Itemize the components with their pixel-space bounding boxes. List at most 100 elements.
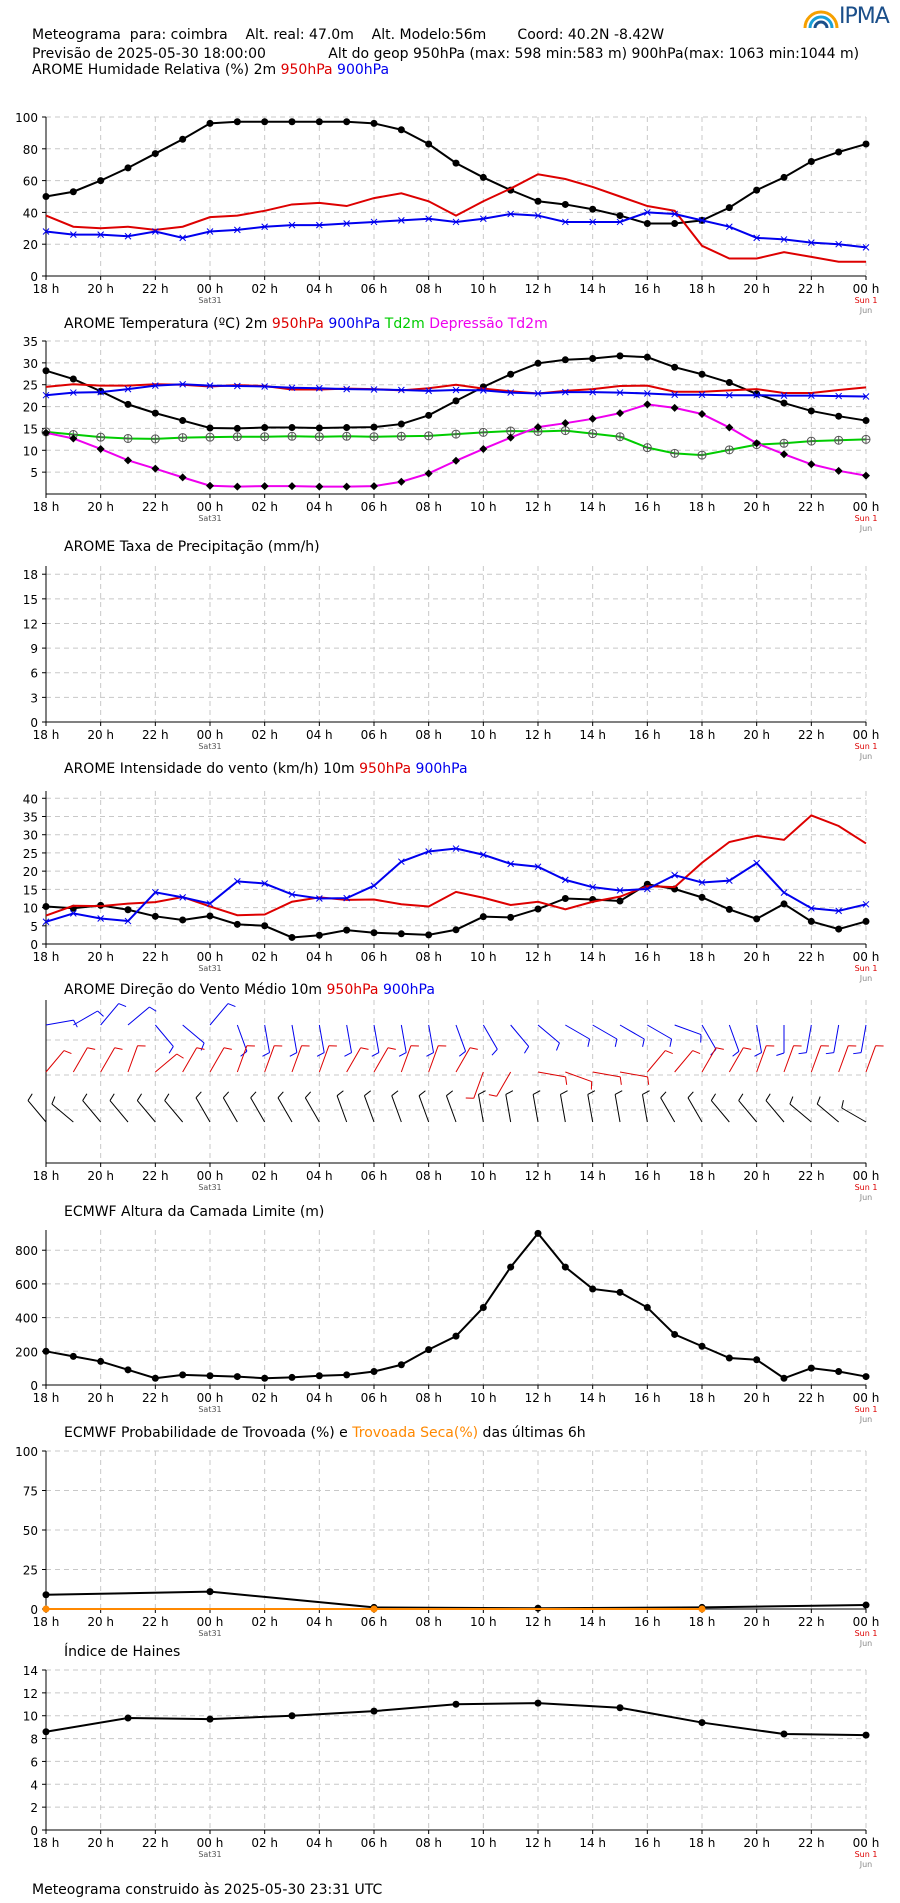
data-point (507, 913, 515, 921)
data-point (397, 930, 405, 938)
wind-barb-flag (118, 1003, 127, 1008)
wind-barb-flag (743, 1047, 752, 1050)
panel-7: Índice de Haines 0 2 4 6 8 10 12 14 18 h 20 h 22 h 0… (23, 1643, 880, 1869)
x-tick-label: 00 h (853, 950, 880, 964)
x-tick-label: 04 h (306, 282, 333, 296)
data-point (97, 1357, 105, 1365)
data-point (725, 391, 733, 399)
data-point (862, 1373, 870, 1381)
x-tick-label: 20 h (87, 728, 114, 742)
wind-barb (82, 1100, 102, 1123)
wind-barb (592, 1071, 621, 1078)
data-point (233, 118, 241, 126)
data-point (862, 393, 870, 400)
series-line (45, 211, 867, 249)
wind-barb-flag (647, 1076, 650, 1085)
data-point (534, 1699, 542, 1707)
wind-barb-flag (168, 1046, 174, 1054)
data-point (643, 1304, 651, 1311)
data-point (807, 407, 815, 415)
data-point (698, 879, 706, 886)
x-sub-jun: Jun (859, 1639, 873, 1648)
title-part: das últimas 6h (478, 1425, 586, 1441)
wind-barb (619, 1024, 645, 1040)
data-point (397, 477, 406, 486)
x-tick-label: 20 h (743, 1169, 770, 1183)
x-tick-label: 04 h (306, 1391, 333, 1405)
x-tick-label: 12 h (525, 1169, 552, 1183)
title-part: 950hPa (327, 982, 379, 998)
y-tick-label: 0 (30, 938, 38, 952)
header-line-1: Meteograma para: coimbra Alt. real: 47.0… (32, 27, 665, 43)
wind-barb (318, 1024, 325, 1053)
panel-title: AROME Temperatura (ºC) 2m 950hPa 900hPa … (64, 316, 548, 332)
data-point (452, 926, 460, 934)
data-point (206, 912, 214, 920)
wind-barb (841, 1107, 867, 1123)
data-point (397, 126, 405, 134)
data-point (780, 1730, 788, 1738)
wind-barb (336, 1095, 348, 1123)
data-point (835, 925, 843, 933)
x-sub-sat: Sat31 (198, 296, 221, 305)
data-point (616, 389, 624, 396)
data-point (698, 893, 706, 901)
wind-barb-flag (738, 1093, 744, 1101)
data-point (753, 859, 761, 867)
data-point (124, 164, 132, 172)
data-point (671, 210, 679, 218)
y-tick-label: 35 (23, 811, 38, 825)
x-tick-label: 22 h (798, 1169, 825, 1183)
panel-title: AROME Taxa de Precipitação (mm/h) (64, 539, 320, 555)
data-point (370, 929, 378, 937)
wind-barb-flag (398, 1052, 407, 1057)
x-sub-sat: Sat31 (198, 1405, 221, 1414)
data-point (753, 390, 761, 398)
y-tick-label: 35 (23, 335, 38, 349)
x-tick-label: 02 h (251, 1391, 278, 1405)
wind-barb-flag (87, 1047, 96, 1050)
data-point (179, 1371, 187, 1379)
data-point (151, 228, 159, 235)
data-point (425, 411, 433, 419)
wind-barb (728, 1047, 744, 1073)
x-tick-label: 12 h (525, 282, 552, 296)
data-point (370, 386, 378, 393)
x-tick-label: 18 h (33, 282, 60, 296)
data-point (698, 1605, 706, 1613)
wind-barb-flag (277, 1091, 284, 1099)
panel-title: ECMWF Altura da Camada Limite (m) (64, 1204, 324, 1220)
x-sub-sun: Sun 1 (855, 742, 878, 751)
x-tick-label: 20 h (87, 1836, 114, 1850)
data-point (151, 464, 160, 473)
x-tick-label: 00 h (853, 728, 880, 742)
wind-barb (646, 1050, 666, 1073)
wind-barb (647, 1024, 672, 1040)
wind-barb-flag (715, 1047, 724, 1050)
wind-barb (619, 1071, 648, 1078)
data-point (834, 466, 843, 475)
x-tick-label: 18 h (689, 500, 716, 514)
y-tick-label: 100 (15, 1445, 38, 1459)
data-point (42, 918, 50, 926)
data-point (534, 359, 542, 367)
wind-barb-flag (841, 1100, 844, 1109)
data-point (42, 228, 50, 235)
data-point (42, 902, 50, 910)
data-point (343, 424, 351, 432)
x-tick-label: 22 h (142, 500, 169, 514)
data-point (42, 1347, 50, 1355)
data-point (425, 215, 433, 223)
data-point (725, 223, 733, 231)
data-point (288, 424, 296, 432)
data-point (807, 904, 815, 912)
wind-barb (833, 1024, 840, 1053)
y-tick-label: 0 (30, 1603, 38, 1617)
wind-barb (477, 1094, 484, 1123)
x-tick-label: 04 h (306, 1615, 333, 1629)
data-point (233, 1373, 241, 1381)
data-point (643, 353, 651, 361)
y-tick-label: 25 (23, 379, 38, 393)
x-tick-label: 02 h (251, 950, 278, 964)
wind-barb (209, 1047, 225, 1073)
